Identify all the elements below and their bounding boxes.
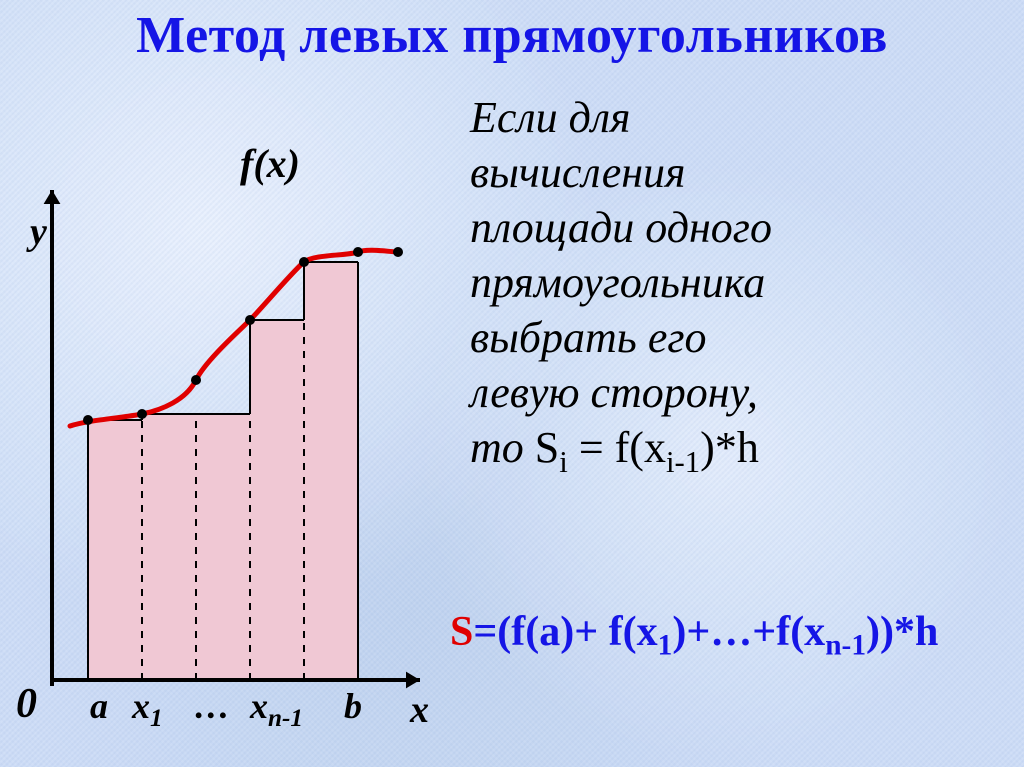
f-i: i xyxy=(559,445,568,479)
y-axis-label: y xyxy=(30,210,47,254)
tick-dots: … xyxy=(194,685,230,727)
fx-text: f(x) xyxy=(240,141,300,186)
tick-x1-x: x xyxy=(132,686,150,726)
fx-label: f(x) xyxy=(240,140,300,187)
f-tail: )*h xyxy=(700,423,759,472)
description-text: Если для вычисления площади одного прямо… xyxy=(470,90,1020,481)
f2-s2: n-1 xyxy=(825,629,866,661)
chart-area: y x 0 f(x) a x1 … xn-1 b xyxy=(10,120,450,740)
f2-c: ))*h xyxy=(866,609,938,655)
f2-eq: = xyxy=(473,609,497,655)
formula-si: Si = f(xi-1)*h xyxy=(535,423,759,472)
x-axis-label: x xyxy=(410,688,429,732)
f-eq: = f(x xyxy=(568,423,666,472)
desc-line7-prefix: то xyxy=(470,423,535,472)
f2-s1: 1 xyxy=(658,629,673,661)
tick-xn1: xn-1 xyxy=(250,685,303,733)
tick-a: a xyxy=(90,685,108,727)
f-im1: i-1 xyxy=(666,445,700,479)
desc-line4: прямоугольника xyxy=(470,258,765,307)
desc-line6: левую сторону, xyxy=(470,368,758,417)
f2-b: )+…+f(x xyxy=(672,609,825,655)
tick-x1-sub: 1 xyxy=(150,705,163,732)
desc-line1: Если для xyxy=(470,93,631,142)
tick-xn1-sub: n-1 xyxy=(268,705,303,732)
desc-line2: вычисления xyxy=(470,148,686,197)
chart-svg xyxy=(10,120,450,740)
desc-line3: площади одного xyxy=(470,203,772,252)
page-title: Метод левых прямоугольников xyxy=(0,6,1024,65)
f2-a: (f(a)+ f(x xyxy=(497,609,657,655)
tick-b: b xyxy=(344,685,362,727)
tick-x1: x1 xyxy=(132,685,163,733)
f2-S: S xyxy=(450,609,473,655)
f2-rest: =(f(a)+ f(x1)+…+f(xn-1))*h xyxy=(473,609,938,655)
formula-sum: S=(f(a)+ f(x1)+…+f(xn-1))*h xyxy=(450,608,938,662)
f-S: S xyxy=(535,423,559,472)
origin-label: 0 xyxy=(16,680,37,728)
tick-xn1-x: x xyxy=(250,686,268,726)
desc-line5: выбрать его xyxy=(470,313,707,362)
